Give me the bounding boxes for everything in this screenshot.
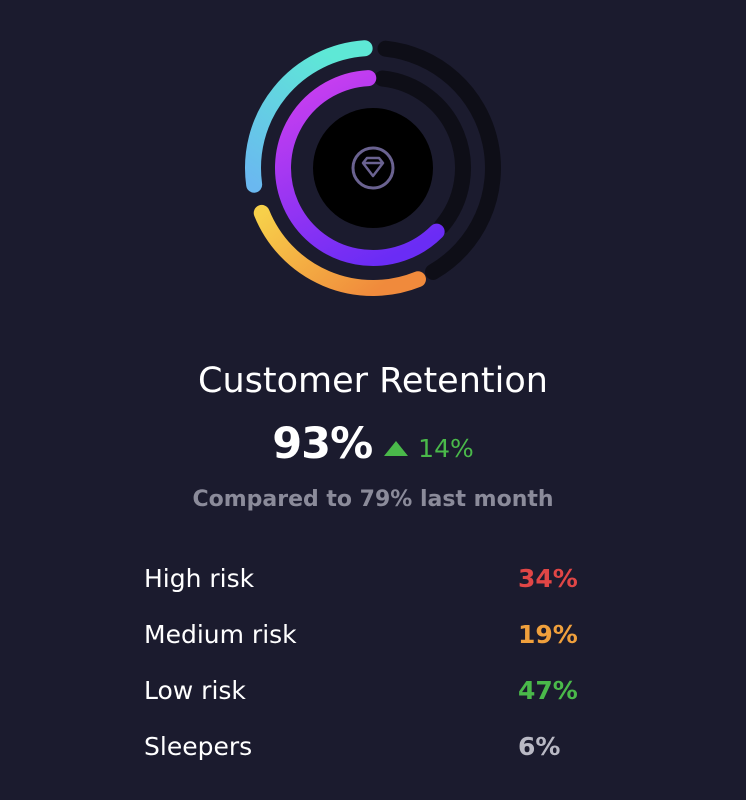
risk-item-medium: Medium risk 19% [144,606,584,662]
retention-value: 93% [272,419,373,469]
risk-value: 34% [518,563,578,593]
risk-label: High risk [144,563,255,593]
risk-item-low: Low risk 47% [144,662,584,718]
bottom-ring-segment [253,204,426,296]
page-title: Customer Retention [198,361,548,401]
diamond-icon [351,146,395,190]
center-disc [313,108,433,228]
risk-value: 47% [518,675,578,705]
change-indicator: 14% [384,434,474,463]
risk-value: 6% [518,731,561,761]
risk-list: High risk 34% Medium risk 19% Low risk 4… [144,550,584,774]
up-arrow-icon [384,440,409,456]
risk-value: 19% [518,619,578,649]
risk-label: Sleepers [144,731,253,761]
risk-item-sleepers: Sleepers 6% [144,718,584,774]
middle-ring-track [374,70,471,234]
change-value: 14% [418,433,474,463]
outer-ring-track [377,40,501,280]
outer-ring-segment [245,40,373,193]
retention-metric: 93% 14% [0,414,746,474]
middle-ring-segment [275,70,445,266]
risk-label: Low risk [144,675,246,705]
risk-label: Medium risk [144,619,297,649]
comparison-text: Compared to 79% last month [192,487,554,512]
risk-item-high: High risk 34% [144,550,584,606]
retention-ring-chart [245,40,501,296]
